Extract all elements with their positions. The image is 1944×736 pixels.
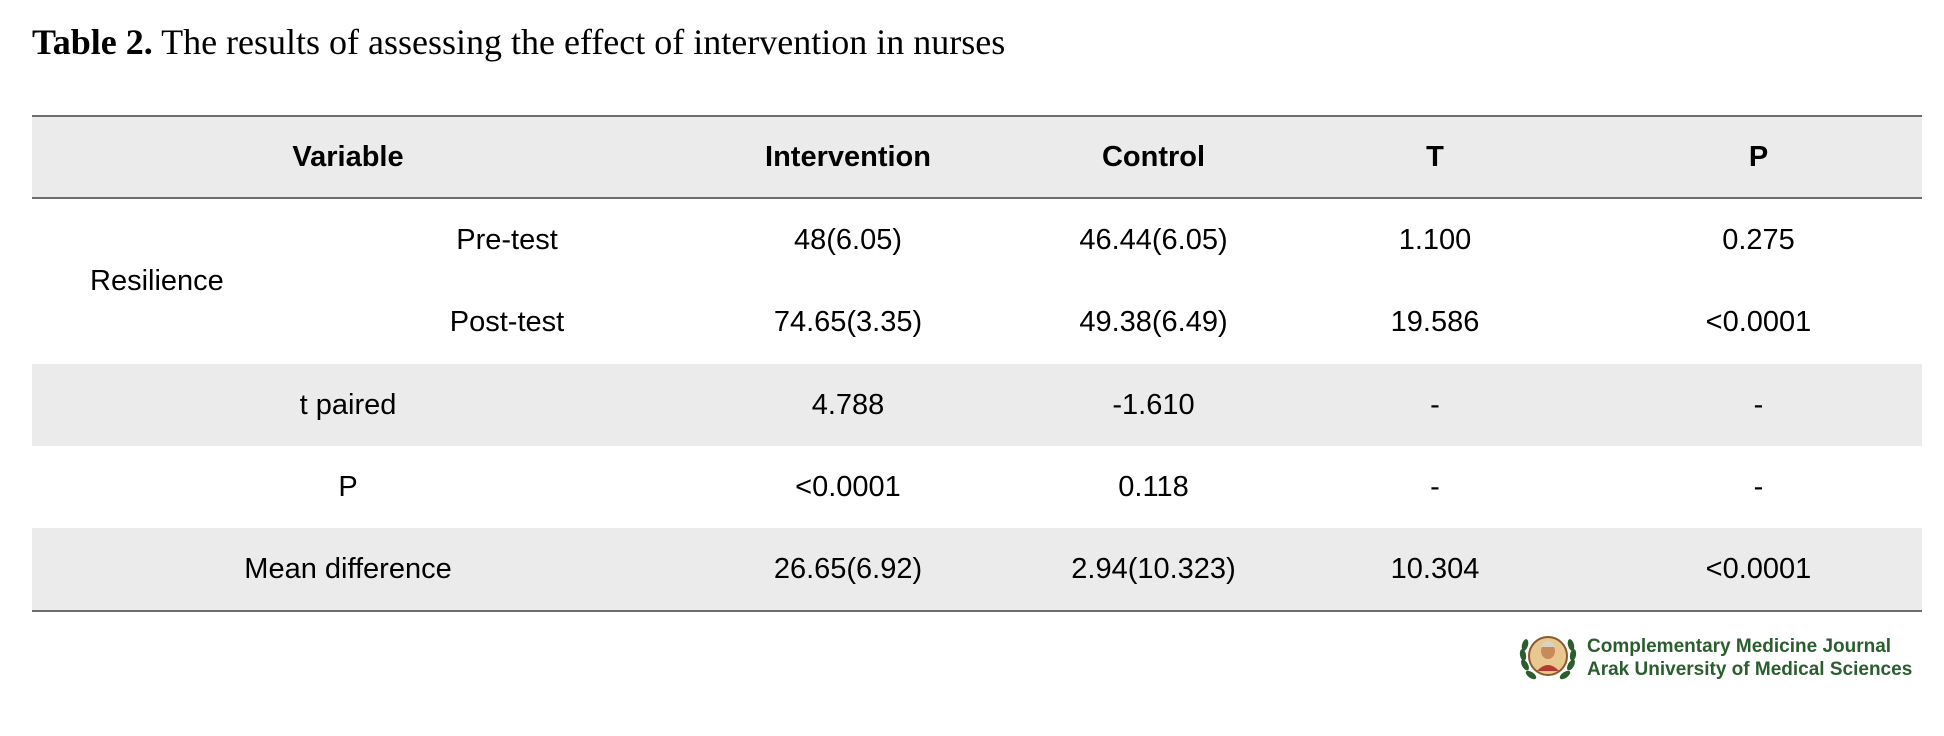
p-value: - [1753,388,1764,421]
table-caption: Table 2. The results of assessing the ef… [32,20,1005,64]
t-value: 19.586 [1390,305,1480,338]
intervention-value: 48(6.05) [793,223,902,256]
p-value: - [1753,470,1764,503]
resilience-group: Resilience Pre-test 48(6.05) 46.44(6.05)… [32,199,1922,364]
caption-label: Table 2. [32,22,153,62]
t-value: 10.304 [1390,552,1480,585]
header-variable: Variable [292,140,404,173]
caption-text: The results of assessing the effect of i… [161,22,1006,62]
journal-logo-text: Complementary Medicine Journal Arak Univ… [1587,635,1912,681]
subgroup-label: Pre-test [456,223,558,256]
t-value: 1.100 [1398,223,1472,256]
p-value: 0.275 [1722,223,1795,256]
table-header-row: Variable Intervention Control T P [32,117,1922,199]
p-value: <0.0001 [1705,552,1812,585]
table-row: t paired 4.788 -1.610 - - [32,364,1922,446]
results-table: Variable Intervention Control T P Resili… [32,115,1922,612]
intervention-value: 74.65(3.35) [773,305,923,338]
table-row: Mean difference 26.65(6.92) 2.94(10.323)… [32,528,1922,610]
table-row: P <0.0001 0.118 - - [32,446,1922,528]
variable-label: t paired [299,388,397,421]
variable-label: Mean difference [244,552,452,585]
variable-label: P [338,470,358,503]
control-value: 49.38(6.49) [1079,305,1228,338]
intervention-value: 26.65(6.92) [773,552,923,585]
t-value: - [1430,388,1440,421]
control-value: -1.610 [1112,388,1195,421]
journal-logo-laurel-portrait-icon [1519,636,1577,680]
intervention-value: <0.0001 [795,470,901,503]
intervention-value: 4.788 [811,388,885,421]
t-value: - [1430,470,1440,503]
table-row: Pre-test 48(6.05) 46.44(6.05) 1.100 0.27… [32,199,1922,281]
p-value: <0.0001 [1705,305,1812,338]
control-value: 2.94(10.323) [1071,552,1236,585]
header-t: T [1426,140,1444,173]
journal-logo: Complementary Medicine Journal Arak Univ… [1515,625,1912,691]
resilience-label: Resilience [90,265,224,297]
table-row: Post-test 74.65(3.35) 49.38(6.49) 19.586… [32,281,1922,363]
subgroup-label: Post-test [449,305,565,338]
journal-name: Complementary Medicine Journal [1587,636,1892,657]
university-name: Arak University of Medical Sciences [1587,659,1913,680]
header-p: P [1748,140,1769,173]
control-value: 46.44(6.05) [1079,223,1228,256]
header-control: Control [1101,140,1206,173]
control-value: 0.118 [1118,470,1189,503]
header-intervention: Intervention [765,140,931,173]
